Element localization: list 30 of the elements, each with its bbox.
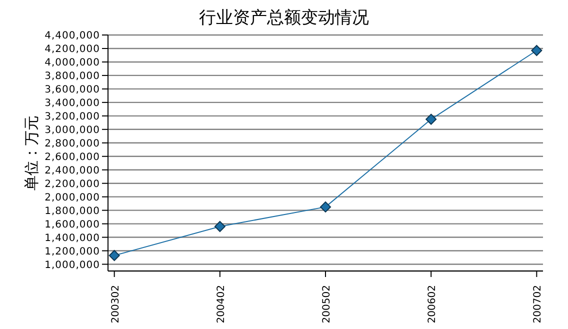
x-tick-label: 200402: [216, 285, 227, 324]
y-tick-label: 3,000,000: [44, 124, 100, 136]
x-tick-label: 200702: [532, 285, 544, 324]
y-tick-label: 2,600,000: [44, 152, 100, 163]
y-tick-label: 1,000,000: [44, 260, 100, 271]
point: [320, 201, 331, 212]
y-tick-label: 4,400,000: [44, 30, 100, 42]
y-tick-label: 1,200,000: [44, 246, 100, 258]
point: [108, 250, 120, 261]
y-axis-title: 单位：万元: [22, 116, 42, 190]
y-tick-label: 1,600,000: [44, 219, 100, 230]
y-tick-label: 3,800,000: [44, 70, 100, 82]
point: [214, 220, 226, 232]
y-tick-label: 2,400,000: [44, 165, 100, 176]
y-tick-label: 2,800,000: [44, 138, 100, 150]
y-tick-label: 4,200,000: [44, 44, 100, 55]
y-tick-label: 1,800,000: [44, 206, 100, 217]
y-tick-label: 3,400,000: [44, 98, 100, 109]
y-tick-label: 2,000,000: [44, 192, 100, 204]
chart-title: 行业资产总额变动情况: [198, 7, 370, 29]
y-tick-label: 1,400,000: [44, 232, 100, 244]
x-tick-label: 200502: [322, 285, 332, 324]
y-tick-label: 2,200,000: [44, 178, 100, 190]
y-tick-label: 3,200,000: [44, 111, 100, 122]
y-tick-label: 4,000,000: [44, 57, 100, 68]
y-tick-label: 3,600,000: [44, 84, 100, 96]
point: [426, 114, 437, 125]
x-tick-label: 200602: [427, 285, 438, 324]
point: [531, 45, 542, 56]
x-tick-label: 200302: [110, 285, 122, 324]
